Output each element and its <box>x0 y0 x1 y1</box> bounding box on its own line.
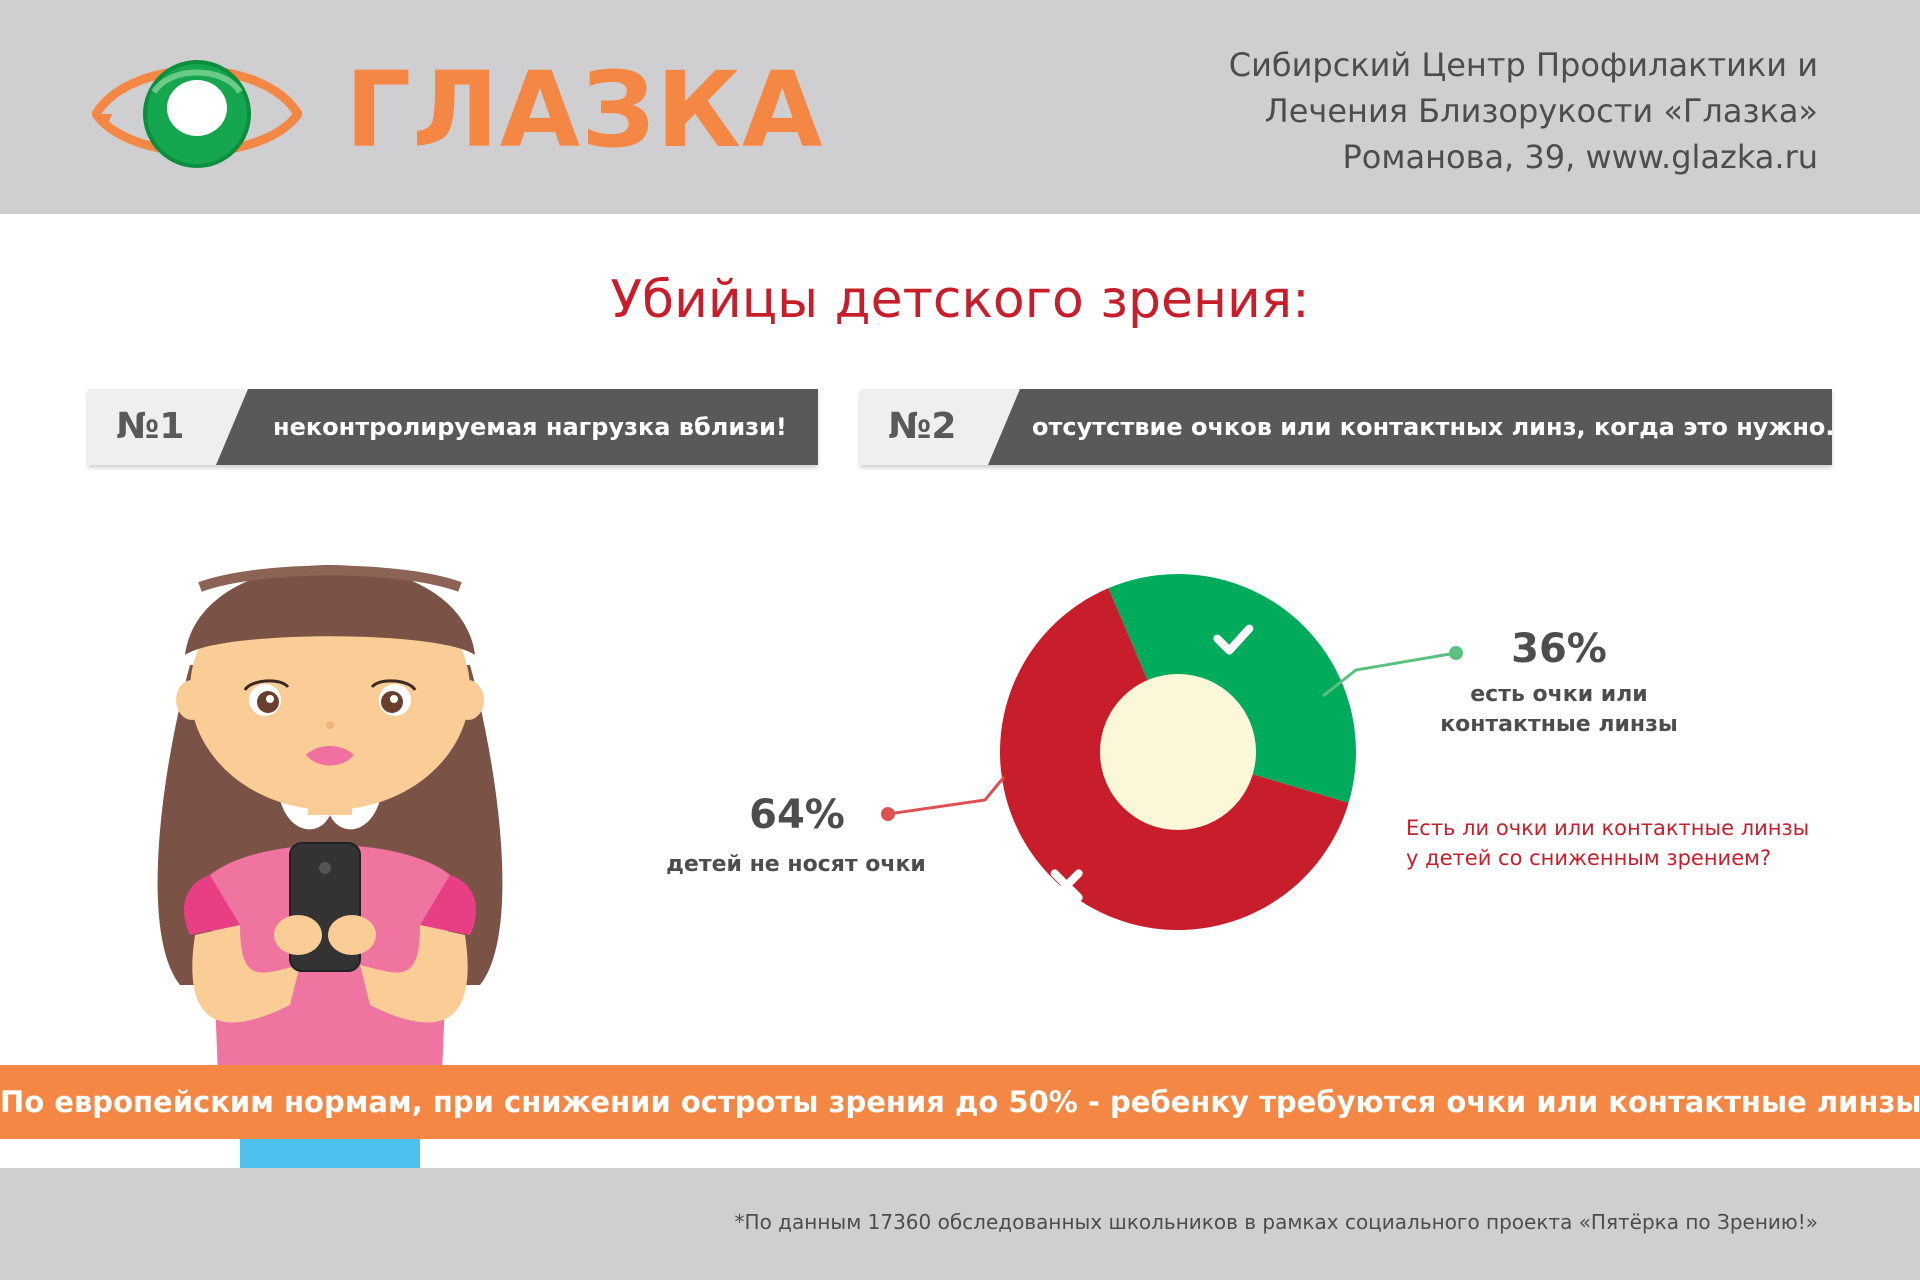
chart-question-line-2: у детей со сниженным зрением? <box>1406 846 1772 870</box>
callout-line-64 <box>887 776 1006 816</box>
glasses-pie-chart <box>998 572 1358 932</box>
european-norms-text: По европейским нормам, при снижении остр… <box>0 1085 1920 1119</box>
pie-chart-svg <box>1000 574 1356 930</box>
pie-description-36-line-2: контактные линзы <box>1440 712 1678 737</box>
banner-text: неконтролируемая нагрузка вблизи! <box>273 413 787 441</box>
cross-icon <box>1050 869 1083 902</box>
clinic-line-3: Романова, 39, www.glazka.ru <box>1342 138 1818 176</box>
pie-description-36: есть очки или контактные линзы <box>1414 680 1704 740</box>
clinic-line-1: Сибирский Центр Профилактики и <box>1228 46 1818 84</box>
pie-center-hole <box>1100 674 1256 830</box>
pie-description-64: детей не носят очки <box>666 852 926 877</box>
check-icon <box>1213 624 1254 655</box>
european-norms-banner: По европейским нормам, при снижении остр… <box>0 1065 1920 1139</box>
banner-number-box <box>860 389 1020 465</box>
banner-number-box <box>88 389 248 465</box>
clinic-line-2: Лечения Близорукости «Глазка» <box>1264 92 1818 130</box>
killer-banner-1: №1 неконтролируемая нагрузка вблизи! <box>88 389 818 465</box>
killer-banner-2: №2 отсутствие очков или контактных линз,… <box>860 389 1835 465</box>
callout-dot-36 <box>1449 646 1463 660</box>
header: ГЛАЗКА Сибирский Центр Профилактики и Ле… <box>0 0 1920 214</box>
page-title: Убийцы детского зрения: <box>610 270 1310 330</box>
banner-number: №2 <box>888 406 957 447</box>
footer: *По данным 17360 обследованных школьнико… <box>0 1168 1920 1280</box>
callout-dot-64 <box>881 807 895 821</box>
pie-description-36-line-1: есть очки или <box>1470 682 1648 707</box>
brand-name: ГЛАЗКА <box>345 49 824 171</box>
banner-number: №1 <box>116 406 185 447</box>
banner-text: отсутствие очков или контактных линз, ко… <box>1032 413 1835 441</box>
footnote: *По данным 17360 обследованных школьнико… <box>734 1210 1818 1234</box>
pie-data-label-64: 64% <box>749 792 845 838</box>
pie-slice-36 <box>1108 574 1356 803</box>
clinic-info: Сибирский Центр Профилактики и Лечения Б… <box>1229 42 1818 180</box>
pie-data-label-36: 36% <box>1511 626 1607 672</box>
chart-question-line-1: Есть ли очки или контактные линзы <box>1406 816 1810 840</box>
eye-logo-icon <box>92 60 302 168</box>
chart-question: Есть ли очки или контактные линзы у дете… <box>1406 813 1809 873</box>
